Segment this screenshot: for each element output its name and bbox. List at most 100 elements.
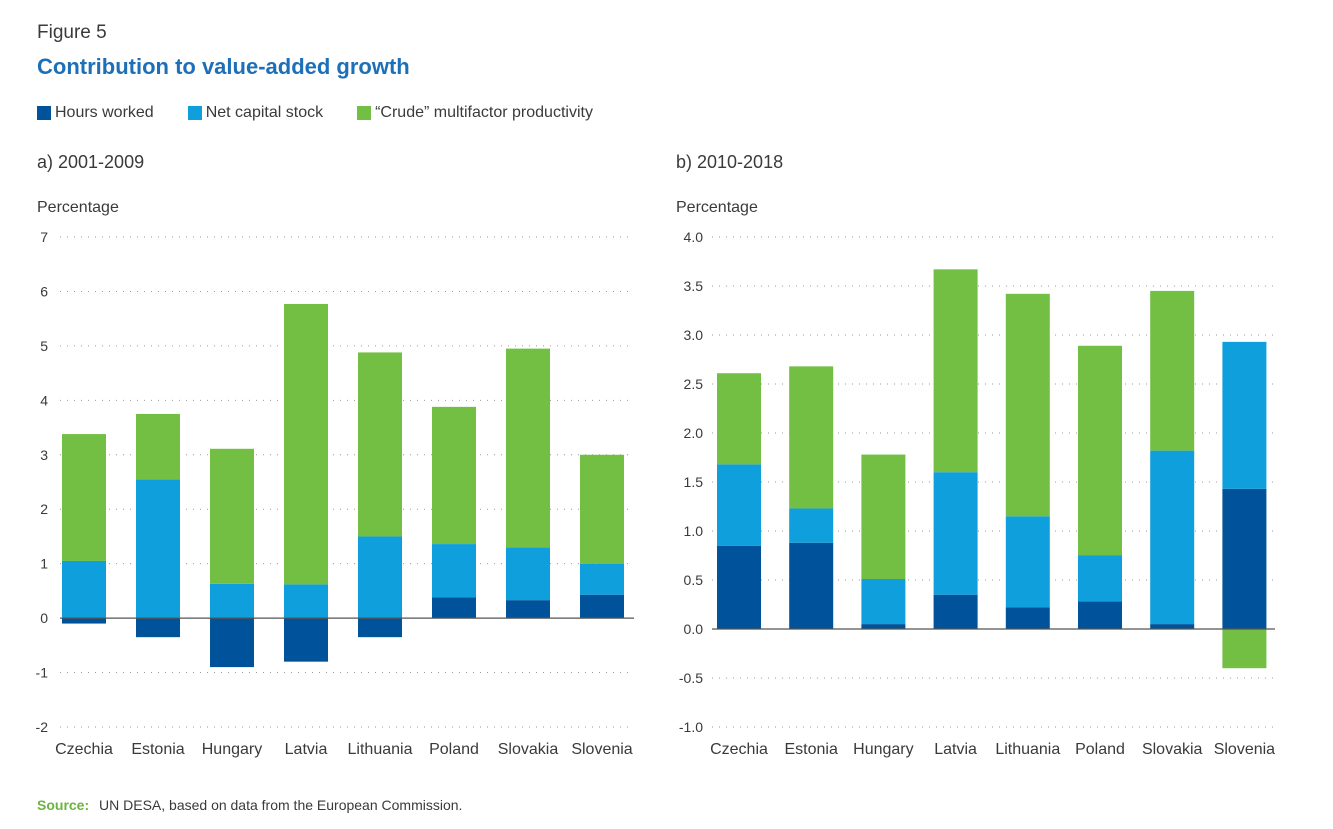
legend-swatch-crude-mfp [357,106,372,120]
source-note: Source: UN DESA, based on data from the … [37,797,462,813]
panel-title-a: a) 2001-2009 [37,152,144,172]
y-tick-label-a: 1 [40,556,48,572]
y-tick-label-a: -2 [36,719,49,735]
y-tick-label-b: 1.0 [684,523,704,539]
bar-b-hungary-series-1 [861,579,906,625]
x-tick-label-a: Slovakia [498,741,559,758]
source-text: UN DESA, based on data from the European… [99,797,463,813]
y-tick-label-b: -0.5 [679,670,703,686]
bar-a-czechia-series-2 [62,434,106,561]
y-tick-label-a: -1 [36,665,49,681]
x-tick-label-a: Slovenia [571,741,632,758]
bar-a-estonia-series-2 [136,413,180,480]
bar-b-estonia-series-1 [789,508,834,543]
bar-b-estonia-series-2 [789,366,834,509]
x-tick-label-a: Latvia [285,741,328,758]
x-tick-label-a: Poland [429,741,479,758]
bar-a-hungary-series-1 [210,583,254,619]
bar-b-latvia-series-0 [933,594,978,629]
bar-b-latvia-series-1 [933,472,978,595]
x-tick-label-b: Slovakia [1142,741,1203,758]
figure-title: Contribution to value-added growth [37,54,410,79]
x-tick-label-a: Lithuania [348,741,413,758]
bar-a-slovenia-series-0 [580,594,624,619]
bar-a-hungary-series-2 [210,448,254,584]
source-label: Source: [37,797,90,813]
bar-b-slovakia-series-2 [1150,290,1195,451]
x-tick-label-b: Latvia [934,741,977,758]
y-tick-label-a: 5 [40,338,48,354]
legend-swatch-hours-worked [37,106,51,120]
bar-a-slovakia-series-0 [506,600,550,619]
bar-b-slovakia-series-0 [1150,624,1195,629]
bar-a-lithuania-series-0 [358,618,402,638]
bar-b-latvia-series-2 [933,269,978,473]
bar-a-latvia-series-0 [284,618,328,662]
y-tick-label-a: 6 [40,283,48,299]
bar-b-czechia-series-0 [717,545,761,629]
bar-b-slovenia-series-1 [1222,341,1267,489]
bar-b-poland-series-1 [1078,555,1122,602]
x-tick-label-a: Czechia [55,741,113,758]
legend-swatch-net-capital-stock [187,106,202,120]
y-tick-label-a: 0 [40,610,48,626]
legend-label-net-capital-stock: Net capital stock [205,104,324,121]
bar-b-czechia-series-1 [717,464,761,546]
x-tick-label-b: Slovenia [1214,741,1275,758]
x-tick-label-b: Estonia [785,741,838,758]
legend-label-crude-mfp: “Crude” multifactor productivity [375,104,593,121]
legend-item-crude-mfp: “Crude” multifactor productivity [357,104,593,122]
y-tick-label-b: 3.0 [684,327,704,343]
bar-a-poland-series-2 [432,406,476,545]
bar-b-slovenia-series-0 [1222,488,1267,629]
bar-b-slovakia-series-1 [1150,450,1195,625]
bar-a-slovakia-series-2 [506,348,550,548]
legend-item-net-capital-stock: Net capital stock [187,104,324,122]
panel-title-b: b) 2010-2018 [676,152,783,172]
y-tick-label-b: 0.5 [684,572,704,588]
y-tick-label-a: 7 [40,229,48,245]
legend-label-hours-worked: Hours worked [55,104,154,121]
bar-a-latvia-series-2 [284,303,328,585]
bar-a-slovenia-series-1 [580,563,624,595]
bar-b-poland-series-2 [1078,345,1122,556]
legend-item-hours-worked: Hours worked [37,104,154,122]
bar-b-slovenia-series-2 [1222,629,1267,669]
bar-a-lithuania-series-1 [358,536,402,619]
bar-b-hungary-series-0 [861,624,906,629]
bar-b-czechia-series-2 [717,373,761,465]
y-tick-label-a: 4 [40,392,48,408]
bar-b-lithuania-series-2 [1005,293,1050,517]
bar-b-lithuania-series-1 [1005,516,1050,608]
x-tick-label-b: Hungary [853,741,913,758]
y-tick-label-b: -1.0 [679,719,703,735]
x-tick-label-a: Estonia [131,741,184,758]
y-tick-label-a: 2 [40,501,48,517]
bar-a-hungary-series-0 [210,618,254,668]
y-tick-label-a: 3 [40,447,48,463]
bar-a-poland-series-1 [432,544,476,598]
y-tick-label-b: 2.5 [684,376,704,392]
y-tick-label-b: 0.0 [684,621,704,637]
x-tick-label-a: Hungary [202,741,262,758]
bar-a-latvia-series-1 [284,584,328,619]
y-tick-label-b: 4.0 [684,229,704,245]
figure-label: Figure 5 [37,22,107,43]
bar-b-estonia-series-0 [789,542,834,629]
bar-a-poland-series-0 [432,597,476,619]
y-axis-label-a: Percentage [37,199,119,216]
x-tick-label-b: Poland [1075,741,1125,758]
y-tick-label-b: 3.5 [684,278,704,294]
bar-a-slovenia-series-2 [580,454,624,564]
bar-a-czechia-series-0 [62,618,106,624]
y-tick-label-b: 1.5 [684,474,704,490]
y-tick-label-b: 2.0 [684,425,704,441]
x-tick-label-b: Lithuania [995,741,1060,758]
bar-a-slovakia-series-1 [506,547,550,601]
legend: Hours worked Net capital stock “Crude” m… [37,104,627,122]
bar-a-czechia-series-1 [62,560,106,619]
bar-b-hungary-series-2 [861,454,906,580]
y-axis-label-b: Percentage [676,199,758,216]
bar-a-estonia-series-0 [136,618,180,638]
